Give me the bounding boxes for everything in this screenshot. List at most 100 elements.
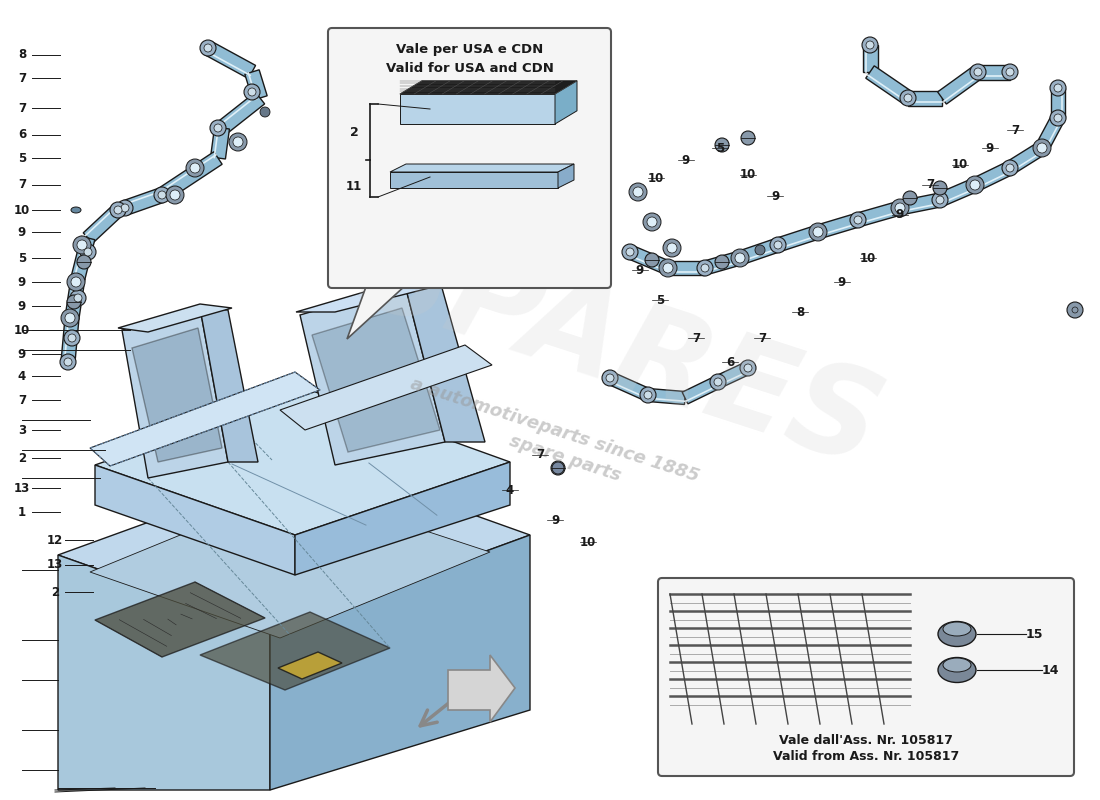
Circle shape — [77, 255, 91, 269]
Circle shape — [891, 199, 909, 217]
Polygon shape — [270, 535, 530, 790]
Polygon shape — [58, 460, 530, 630]
Text: 7: 7 — [18, 394, 26, 406]
Polygon shape — [1050, 88, 1065, 118]
Text: a automotiveparts since 1885: a automotiveparts since 1885 — [408, 374, 702, 486]
Circle shape — [244, 84, 260, 100]
Circle shape — [552, 462, 564, 474]
Circle shape — [626, 248, 634, 256]
Text: 4: 4 — [506, 483, 514, 497]
Polygon shape — [200, 308, 258, 462]
Polygon shape — [937, 178, 978, 206]
Ellipse shape — [938, 658, 976, 682]
Polygon shape — [300, 285, 446, 465]
Circle shape — [645, 253, 659, 267]
Polygon shape — [400, 94, 556, 124]
Circle shape — [1037, 143, 1047, 153]
Polygon shape — [1006, 142, 1046, 174]
Circle shape — [632, 187, 644, 197]
Circle shape — [895, 203, 905, 213]
Text: 9: 9 — [771, 190, 779, 202]
Text: 7: 7 — [18, 102, 26, 114]
Circle shape — [551, 461, 565, 475]
Circle shape — [64, 358, 72, 366]
Circle shape — [970, 180, 980, 190]
Circle shape — [200, 40, 216, 56]
Circle shape — [204, 44, 212, 52]
Polygon shape — [278, 652, 342, 679]
Circle shape — [74, 294, 82, 302]
Circle shape — [229, 133, 248, 151]
Text: 5: 5 — [716, 142, 724, 154]
Circle shape — [900, 90, 916, 106]
Text: 1: 1 — [18, 506, 26, 518]
Polygon shape — [245, 70, 267, 100]
Polygon shape — [84, 205, 123, 243]
Text: 9: 9 — [18, 226, 26, 238]
Circle shape — [629, 183, 647, 201]
Circle shape — [110, 202, 126, 218]
Text: 7: 7 — [536, 449, 544, 462]
Text: 2: 2 — [18, 451, 26, 465]
Polygon shape — [218, 92, 265, 134]
Text: Vale dall'Ass. Nr. 105817: Vale dall'Ass. Nr. 105817 — [779, 734, 953, 746]
Polygon shape — [205, 42, 255, 78]
Circle shape — [1002, 160, 1018, 176]
Circle shape — [667, 243, 676, 253]
Circle shape — [1054, 84, 1062, 92]
Circle shape — [640, 387, 656, 403]
Circle shape — [190, 163, 200, 173]
Circle shape — [755, 245, 764, 255]
Polygon shape — [776, 226, 821, 252]
Circle shape — [1002, 64, 1018, 80]
Circle shape — [663, 263, 673, 273]
Circle shape — [261, 108, 270, 116]
Circle shape — [60, 309, 79, 327]
Polygon shape — [715, 362, 750, 388]
Text: 7: 7 — [758, 331, 766, 345]
Text: 9: 9 — [895, 209, 904, 222]
Polygon shape — [400, 81, 578, 94]
Text: Valid for USA and CDN: Valid for USA and CDN — [386, 62, 553, 74]
Text: 2: 2 — [350, 126, 359, 138]
Text: 8: 8 — [796, 306, 804, 318]
Text: 7: 7 — [926, 178, 934, 191]
Polygon shape — [122, 308, 228, 478]
Text: 10: 10 — [860, 251, 876, 265]
Circle shape — [65, 313, 75, 323]
Circle shape — [732, 249, 749, 267]
Ellipse shape — [938, 622, 976, 646]
Polygon shape — [118, 304, 232, 332]
Polygon shape — [296, 280, 446, 312]
Text: 10: 10 — [580, 535, 596, 549]
Circle shape — [1006, 164, 1014, 172]
Polygon shape — [448, 655, 515, 722]
Circle shape — [606, 374, 614, 382]
Text: 8: 8 — [18, 49, 26, 62]
Polygon shape — [937, 66, 982, 104]
Polygon shape — [627, 246, 671, 274]
Text: 10: 10 — [952, 158, 968, 171]
Circle shape — [67, 273, 85, 291]
Polygon shape — [972, 162, 1013, 191]
Polygon shape — [816, 214, 860, 238]
Polygon shape — [862, 45, 878, 72]
Circle shape — [186, 159, 204, 177]
Polygon shape — [95, 465, 295, 575]
Circle shape — [932, 192, 948, 208]
Polygon shape — [405, 285, 485, 442]
Text: 10: 10 — [14, 203, 30, 217]
Text: 9: 9 — [986, 142, 994, 154]
Text: 12: 12 — [47, 534, 63, 546]
Text: 7: 7 — [18, 178, 26, 191]
Circle shape — [741, 131, 755, 145]
Text: 5: 5 — [656, 294, 664, 306]
Text: 9: 9 — [838, 275, 846, 289]
Circle shape — [158, 191, 166, 199]
Polygon shape — [312, 308, 440, 452]
Text: 9: 9 — [682, 154, 690, 166]
Circle shape — [936, 196, 944, 204]
Circle shape — [210, 120, 225, 136]
Text: 15: 15 — [1025, 627, 1043, 641]
Circle shape — [73, 236, 91, 254]
